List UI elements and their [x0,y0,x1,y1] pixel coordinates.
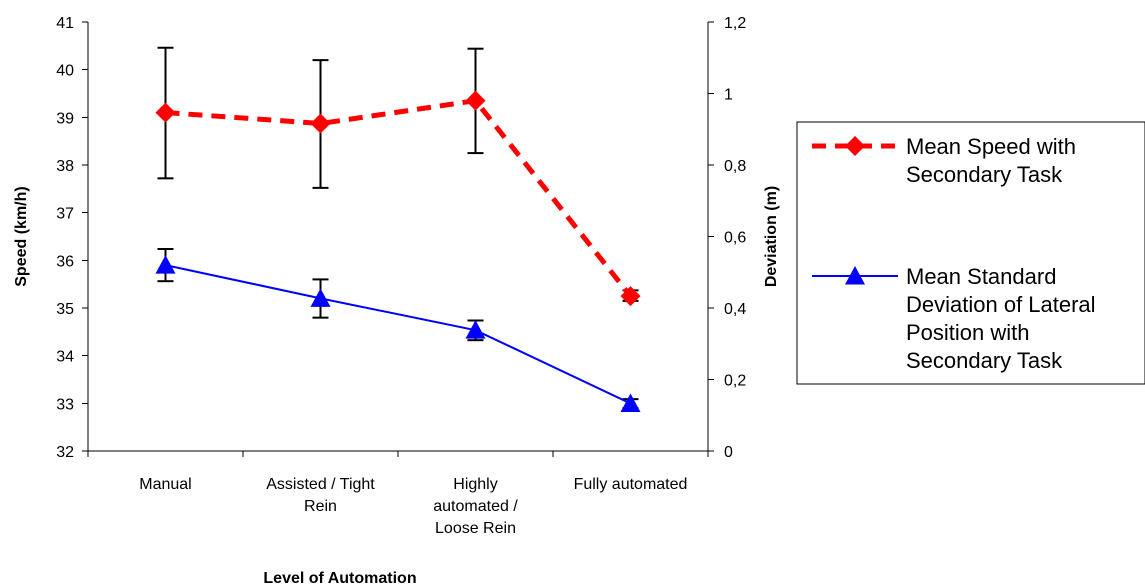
x-axis-title: Level of Automation [263,570,416,587]
y2-tick-label: 0,4 [724,301,746,318]
y-tick-label: 36 [56,253,74,270]
y-tick-label: 33 [56,396,74,413]
y2-tick-label: 0,6 [724,230,746,247]
y-tick-label: 34 [56,349,74,366]
axes [82,21,714,457]
y-tick-label: 38 [56,158,74,175]
tick-labels: 32 33 34 35 36 37 38 39 40 41 0 0,2 0,4 0,6 0,8 1 1,2 Man… [56,15,746,537]
y2-axis-title: Deviation (m) [763,186,780,287]
data-point-1 [465,320,486,339]
series-layer [155,90,641,412]
data-point-0 [310,113,331,134]
legend: Mean Speed with Secondary Task Mean Standa… [796,121,1145,385]
y-tick-label: 32 [56,444,74,461]
y2-tick-label: 0,8 [724,158,746,175]
legend-box [796,121,1145,385]
data-point-0 [465,90,486,111]
x-tick-label: Highly automated / Loose Rein [433,476,518,537]
legend-label-1: Mean Standard Deviation of Lateral Positio… [906,264,1096,373]
y-tick-label: 41 [56,15,74,32]
legend-swatch-marker-1 [845,266,865,285]
legend-swatch-marker-0 [845,136,865,156]
data-point-1 [310,288,331,307]
data-point-0 [620,286,641,307]
y-tick-label: 40 [56,63,74,80]
y-tick-label: 37 [56,206,74,223]
y2-tick-label: 1 [724,87,733,104]
y-axis-title: Speed (km/h) [13,186,30,286]
x-tick-label: Assisted / Tight Rein [266,476,375,515]
y-tick-label: 35 [56,301,74,318]
error-bars [157,46,639,410]
x-tick-label: Manual [139,476,191,493]
y2-tick-label: 0,2 [724,373,746,390]
series-line-1 [165,264,631,405]
x-tick-label: Fully automated [574,476,688,493]
data-point-0 [155,102,176,123]
data-point-1 [155,255,176,274]
legend-label-0: Mean Speed with Secondary Task [906,134,1076,187]
y2-tick-label: 0 [724,444,733,461]
data-point-1 [620,393,641,412]
y2-tick-label: 1,2 [724,15,746,32]
series-line-0 [165,97,633,298]
y-tick-label: 39 [56,110,74,127]
